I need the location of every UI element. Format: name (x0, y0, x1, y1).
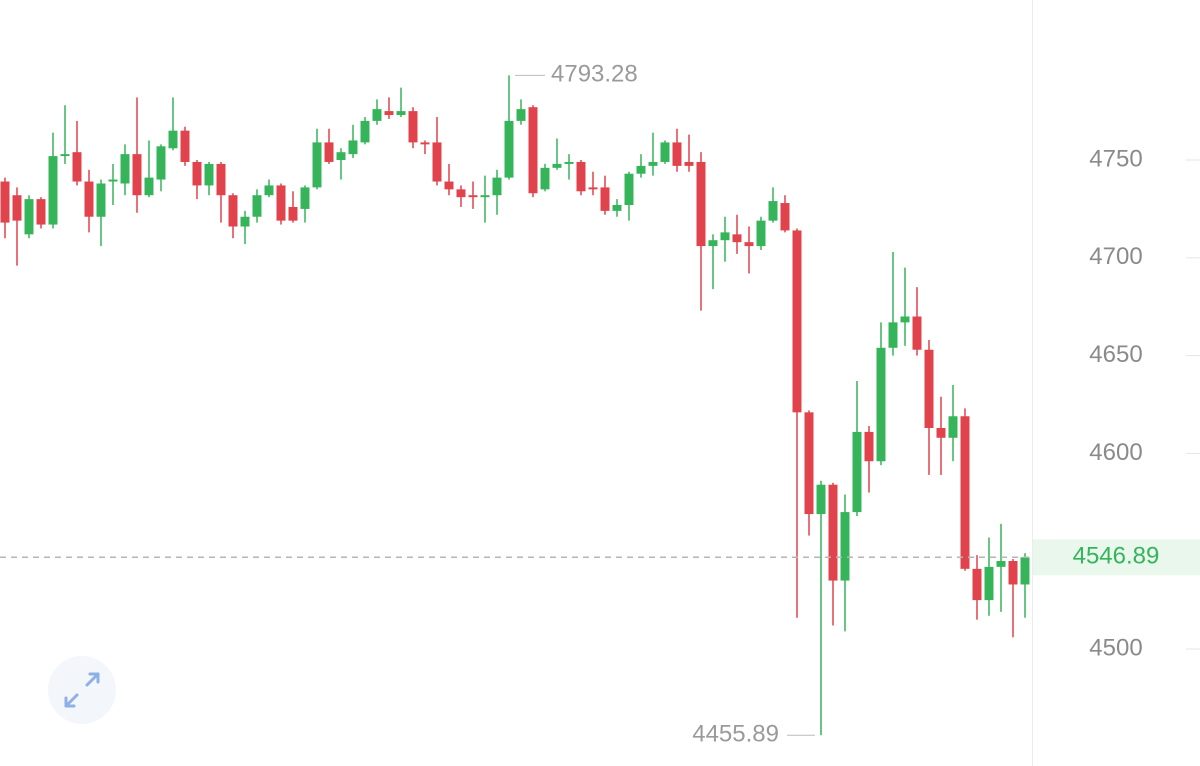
candle-body (540, 167, 550, 190)
candle-body (528, 107, 538, 194)
candle-body (144, 177, 154, 196)
candle-body (48, 156, 58, 225)
candle-body (240, 216, 250, 227)
candle-body (348, 140, 358, 155)
y-tick-label: 4750 (1089, 145, 1142, 172)
y-tick-label: 4500 (1089, 634, 1142, 661)
candle-body (360, 120, 370, 143)
low-label: 4455.89 (692, 721, 779, 748)
candle-body (228, 195, 238, 227)
candle-body (216, 163, 226, 196)
candle-body (936, 427, 946, 438)
candle-body (1008, 561, 1018, 585)
candle-body (444, 181, 454, 190)
candle-body (972, 568, 982, 601)
candle-body (672, 142, 682, 166)
candle-body (780, 203, 790, 231)
y-tick-label: 4600 (1089, 439, 1142, 466)
candle-body (912, 316, 922, 350)
candle-body (420, 142, 430, 145)
candle-body (996, 561, 1006, 567)
high-label: 4793.28 (551, 61, 638, 88)
candle-body (264, 185, 274, 196)
candle-body (156, 146, 166, 180)
last-price-bg (1033, 539, 1200, 576)
candle-body (132, 154, 142, 196)
candle-body (312, 142, 322, 188)
candle-body (84, 181, 94, 217)
candle-body (60, 154, 70, 157)
candle-body (984, 566, 994, 601)
candle-body (324, 142, 334, 162)
candle-body (900, 316, 910, 323)
candle-body (948, 416, 958, 438)
candle-body (492, 177, 502, 196)
candle-body (576, 161, 586, 192)
candle-body (744, 242, 754, 247)
candle-body (708, 240, 718, 247)
candle-body (924, 349, 934, 428)
candle-body (792, 230, 802, 413)
candle-body (372, 109, 382, 121)
candle-body (0, 181, 10, 223)
candle-body (840, 512, 850, 581)
candle-body (504, 120, 514, 178)
candle-body (300, 187, 310, 209)
candle-body (876, 347, 886, 462)
y-tick-label: 4700 (1089, 243, 1142, 270)
candle-body (252, 195, 262, 217)
candle-body (864, 431, 874, 462)
candle-body (12, 195, 22, 221)
candle-body (432, 142, 442, 182)
candle-body (408, 111, 418, 143)
candle-body (696, 161, 706, 247)
candle-body (456, 189, 466, 198)
candle-body (888, 322, 898, 348)
candle-body (36, 199, 46, 225)
candle-body (192, 161, 202, 186)
candle-body (960, 416, 970, 569)
y-tick-label: 4650 (1089, 341, 1142, 368)
candle-body (720, 232, 730, 241)
candle-body (396, 111, 406, 116)
last-price-label: 4546.89 (1073, 543, 1160, 570)
candle-body (852, 431, 862, 513)
candle-body (96, 183, 106, 217)
candle-body (480, 195, 490, 198)
candle-body (624, 173, 634, 205)
candle-body (24, 199, 34, 235)
candle-body (1020, 557, 1030, 585)
candle-body (732, 234, 742, 243)
candle-body (204, 163, 214, 186)
candle-body (168, 130, 178, 149)
candle-body (564, 161, 574, 164)
candle-body (768, 201, 778, 221)
candle-body (828, 484, 838, 581)
candle-body (276, 185, 286, 221)
candle-body (336, 152, 346, 161)
candle-body (600, 187, 610, 211)
candle-body (804, 412, 814, 515)
candle-body (588, 187, 598, 190)
candle-body (516, 109, 526, 121)
candle-body (648, 161, 658, 166)
candle-body (552, 163, 562, 168)
candle-body (756, 220, 766, 247)
candle-body (72, 152, 82, 182)
candle-body (384, 111, 394, 116)
expand-button[interactable] (48, 656, 116, 724)
candle-body (636, 165, 646, 174)
candle-body (120, 154, 130, 184)
candle-body (816, 484, 826, 515)
candle-body (612, 204, 622, 211)
candle-body (288, 206, 298, 221)
candle-body (684, 161, 694, 166)
candle-body (108, 179, 118, 182)
candle-body (660, 142, 670, 162)
candle-body (468, 195, 478, 198)
candle-body (180, 130, 190, 162)
